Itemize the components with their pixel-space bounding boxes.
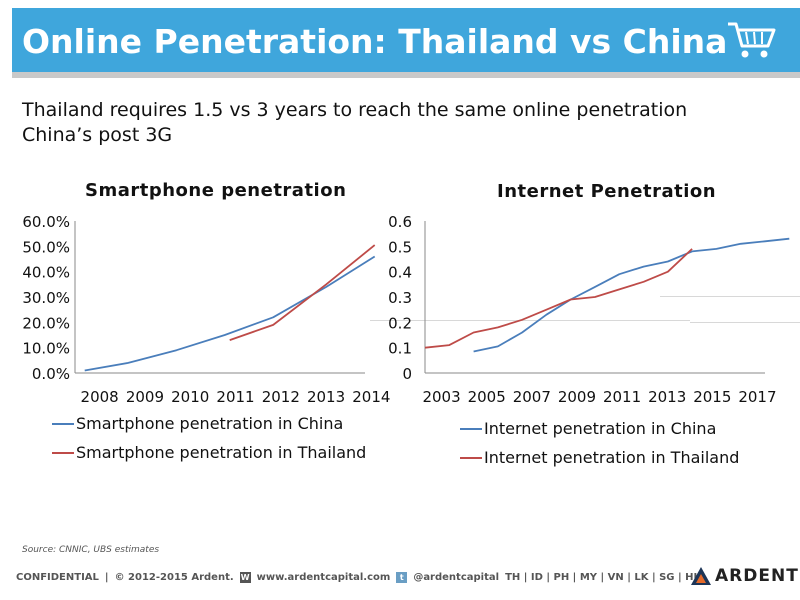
decorative-line: [370, 320, 690, 321]
twitter-handle[interactable]: @ardentcapital: [413, 572, 500, 583]
copyright: © 2012-2015 Ardent.: [114, 572, 234, 583]
series-line-china: [473, 237, 790, 353]
x-tick-label: 2017: [738, 388, 776, 406]
footer-separator: |: [104, 572, 109, 583]
x-tick-label: 2009: [126, 388, 164, 406]
x-tick-label: 2003: [422, 388, 460, 406]
y-tick-label: 10.0%: [22, 340, 70, 358]
series-line-thailand: [424, 248, 693, 349]
x-tick-label: 2015: [693, 388, 731, 406]
chart-title-internet: Internet Penetration: [497, 181, 717, 202]
x-tick-label: 2005: [468, 388, 506, 406]
decorative-line: [690, 322, 800, 323]
x-tick-label: 2007: [513, 388, 551, 406]
source-note: Source: CNNIC, UBS estimates: [22, 545, 160, 555]
y-tick-label: 0.0%: [32, 365, 70, 383]
y-tick-label: 30.0%: [22, 289, 70, 307]
confidential-label: CONFIDENTIAL: [16, 572, 99, 583]
chart-title-smartphone: Smartphone penetration: [85, 180, 347, 201]
subtitle: Thailand requires 1.5 vs 3 years to reac…: [22, 98, 687, 148]
legend-swatch-thailand: [460, 456, 482, 459]
title-bar: Online Penetration: Thailand vs China: [12, 8, 800, 72]
legend-label: Smartphone penetration in Thailand: [76, 443, 367, 462]
legend-item-thailand: Smartphone penetration in Thailand: [52, 438, 366, 467]
y-tick-label: 50.0%: [22, 238, 70, 256]
x-tick-label: 2012: [262, 388, 300, 406]
y-tick-label: 0: [402, 365, 412, 383]
y-tick-label: 0.2: [388, 314, 412, 332]
legend-label: Smartphone penetration in China: [76, 414, 344, 433]
country-list: TH | ID | PH | MY | VN | LK | SG | HK: [505, 572, 702, 583]
legend-swatch-thailand: [52, 451, 74, 454]
y-tick-label: 0.3: [388, 289, 412, 307]
y-tick-label: 20.0%: [22, 314, 70, 332]
x-tick-label: 2011: [603, 388, 641, 406]
x-tick-label: 2013: [307, 388, 345, 406]
legend-swatch-china: [460, 427, 482, 430]
legend-item-thailand: Internet penetration in Thailand: [460, 443, 739, 472]
y-tick-label: 40.0%: [22, 264, 70, 282]
title-shadow: [12, 72, 800, 78]
x-tick-label: 2009: [558, 388, 596, 406]
x-tick-label: 2014: [352, 388, 390, 406]
series-line-thailand: [229, 244, 376, 341]
shopping-cart-icon: [728, 22, 776, 58]
decorative-line: [660, 296, 800, 297]
subtitle-line-1: Thailand requires 1.5 vs 3 years to reac…: [22, 99, 688, 121]
legend-label: Internet penetration in China: [484, 419, 717, 438]
ardent-logo: ARDENT: [690, 566, 799, 586]
legend-smartphone: Smartphone penetration in China Smartpho…: [52, 409, 366, 467]
ardent-logo-icon: [691, 567, 711, 585]
logo-text: ARDENT: [715, 566, 799, 586]
footer: CONFIDENTIAL | © 2012-2015 Ardent. W www…: [16, 572, 707, 583]
subtitle-line-2: China’s post 3G: [22, 124, 173, 146]
twitter-icon: t: [396, 572, 408, 583]
y-tick-label: 0.1: [388, 340, 412, 358]
x-tick-label: 2008: [81, 388, 119, 406]
legend-internet: Internet penetration in China Internet p…: [460, 414, 739, 472]
series-line-china: [84, 255, 376, 372]
legend-item-china: Smartphone penetration in China: [52, 409, 366, 438]
y-tick-label: 60.0%: [22, 213, 70, 231]
x-tick-label: 2010: [171, 388, 209, 406]
y-tick-label: 0.4: [388, 264, 412, 282]
legend-label: Internet penetration in Thailand: [484, 448, 740, 467]
page-title: Online Penetration: Thailand vs China: [22, 22, 728, 61]
legend-swatch-china: [52, 422, 74, 425]
legend-item-china: Internet penetration in China: [460, 414, 739, 443]
x-tick-label: 2013: [648, 388, 686, 406]
website-icon: W: [239, 572, 251, 583]
y-tick-label: 0.5: [388, 238, 412, 256]
website-link[interactable]: www.ardentcapital.com: [256, 572, 391, 583]
x-tick-label: 2011: [216, 388, 254, 406]
y-tick-label: 0.6: [388, 213, 412, 231]
